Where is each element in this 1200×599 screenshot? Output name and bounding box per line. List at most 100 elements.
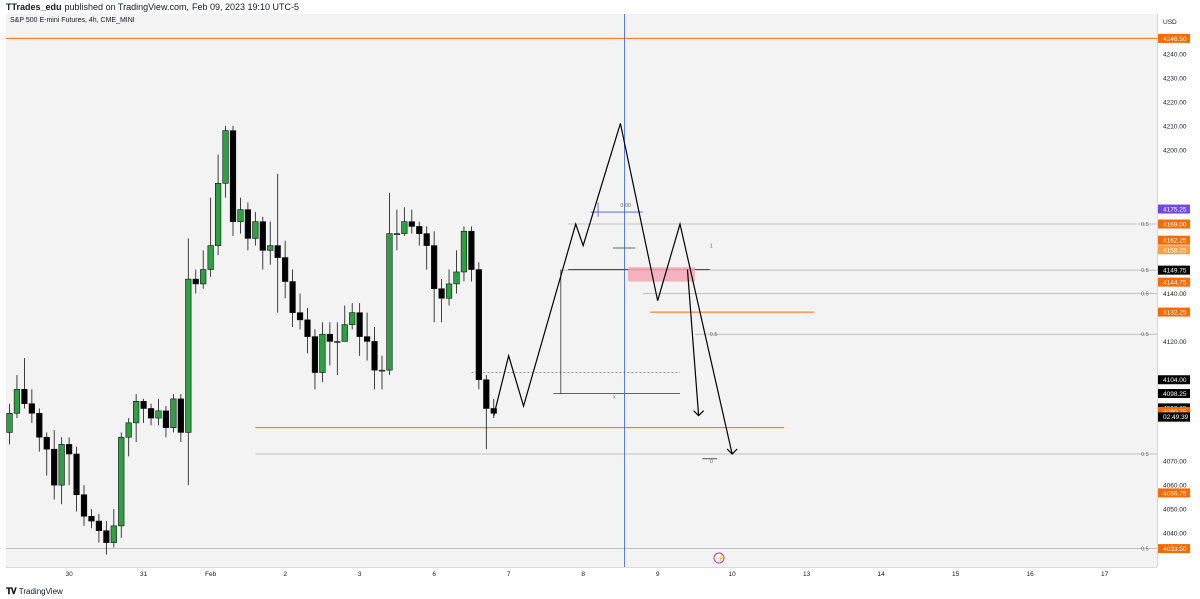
fib-label: 0.5 (1141, 292, 1149, 298)
fib-label: 0.5 (1141, 268, 1149, 274)
imbalance-zone (627, 267, 695, 282)
price-level-label: 4246.50 (1163, 36, 1187, 43)
bullish-candle (445, 283, 453, 299)
bullish-candle (155, 410, 162, 419)
price-tick-label: 4230.00 (1163, 75, 1187, 82)
bearish-candle (88, 515, 95, 522)
price-axis[interactable] (1157, 14, 1200, 567)
price-level-tag (1158, 406, 1190, 416)
bullish-candle (319, 333, 326, 373)
bearish-candle (73, 453, 80, 496)
arrow-head-icon (726, 448, 738, 455)
time-tick-label: 15 (952, 571, 960, 578)
time-tick-label: 13 (803, 571, 811, 578)
bearish-candle (80, 494, 88, 517)
bearish-candle (483, 379, 490, 409)
price-tick-label: 4040.00 (1163, 531, 1187, 538)
fib-label: 1 (710, 244, 713, 250)
price-level-label: 4175.25 (1163, 207, 1187, 214)
bearish-candle (356, 312, 363, 337)
bullish-candle (110, 525, 117, 543)
bearish-candle (177, 398, 184, 433)
plot-layer (6, 14, 1157, 567)
bullish-candle (222, 130, 229, 184)
fib-label: 0.5 (1141, 547, 1149, 553)
bearish-candle (103, 530, 110, 543)
price-level-tag (1158, 265, 1190, 275)
lightning-icon: ⚡ (717, 555, 724, 563)
fib-label: 0.5 (710, 332, 718, 338)
bullish-candle (349, 312, 356, 325)
price-tick-label: 4240.00 (1163, 51, 1187, 58)
bullish-candle (267, 245, 274, 251)
price-level-label: 4158.25 (1163, 247, 1187, 254)
bearish-candle (229, 130, 237, 222)
fib-label: 0.5 (1141, 452, 1149, 458)
bullish-candle (334, 341, 341, 343)
bullish-candle (58, 444, 65, 486)
price-level-tag (1158, 307, 1190, 317)
price-tick-label: 4210.00 (1163, 123, 1187, 130)
time-tick-label: 9 (656, 571, 660, 578)
price-level-tag (1158, 488, 1190, 498)
bearish-candle (244, 209, 252, 239)
lightning-icon (713, 552, 725, 564)
bullish-candle (393, 233, 401, 235)
price-level-label: 4149.75 (1163, 268, 1187, 275)
bearish-candle (431, 245, 438, 290)
price-level-tag (1158, 204, 1190, 214)
bullish-candle (215, 183, 222, 246)
price-tick-label: 4070.00 (1163, 459, 1187, 466)
chart-plot-area[interactable] (6, 14, 1157, 567)
bullish-candle (170, 398, 177, 428)
bullish-candle (386, 233, 393, 371)
time-tick-label: 14 (878, 571, 886, 578)
price-level-label: 4162.25 (1163, 238, 1187, 245)
bullish-candle (6, 412, 13, 433)
bearish-candle (259, 221, 266, 251)
currency-label: USD (1163, 19, 1177, 26)
price-level-tag (1158, 235, 1190, 245)
tradingview-logo-icon: 𝐓𝐕 (6, 586, 17, 596)
price-level-label: 4104.00 (1163, 377, 1187, 384)
bearish-candle (274, 245, 281, 258)
bullish-candle (453, 271, 460, 285)
bearish-candle (289, 281, 296, 313)
time-tick-label: 10 (729, 571, 737, 578)
time-tick-label: 2 (283, 571, 287, 578)
price-level-tag (1158, 33, 1190, 43)
countdown-tag (1158, 412, 1190, 422)
bullish-candle (118, 436, 125, 527)
author-name[interactable]: TTrades_edu (6, 2, 62, 12)
price-tick-label: 4120.00 (1163, 339, 1187, 346)
publish-date: Feb 09, 2023 19:10 UTC-5 (191, 2, 300, 12)
price-level-label: 4144.75 (1163, 280, 1187, 287)
bearish-candle (51, 448, 58, 486)
bullish-candle (378, 369, 386, 372)
price-level-label: 4098.25 (1163, 391, 1187, 398)
bullish-candle (401, 221, 408, 234)
bearish-candle (371, 341, 378, 371)
time-tick-label: Feb (205, 571, 217, 578)
price-level-label: 4169.00 (1163, 222, 1187, 229)
time-tick-label: 7 (507, 571, 511, 578)
time-axis[interactable] (6, 567, 1157, 584)
footer: 𝐓𝐕 TradingView (0, 583, 1200, 599)
price-level-tag (1158, 544, 1190, 554)
bearish-candle (140, 400, 147, 409)
bearish-candle (95, 520, 102, 531)
projection-path (493, 123, 733, 455)
arrow-head-icon (693, 410, 705, 417)
footer-brand[interactable]: 𝐓𝐕 TradingView (6, 586, 63, 597)
bearish-candle (408, 221, 415, 227)
bullish-candle (460, 230, 468, 273)
bearish-candle (21, 389, 28, 404)
time-tick-label: 16 (1027, 571, 1035, 578)
price-tick-label: 4140.00 (1163, 291, 1187, 298)
price-level-label: 4132.25 (1163, 310, 1187, 317)
bearish-candle (66, 444, 73, 455)
bearish-candle (192, 278, 199, 285)
price-level-tag (1158, 375, 1190, 385)
bullish-candle (13, 389, 21, 414)
